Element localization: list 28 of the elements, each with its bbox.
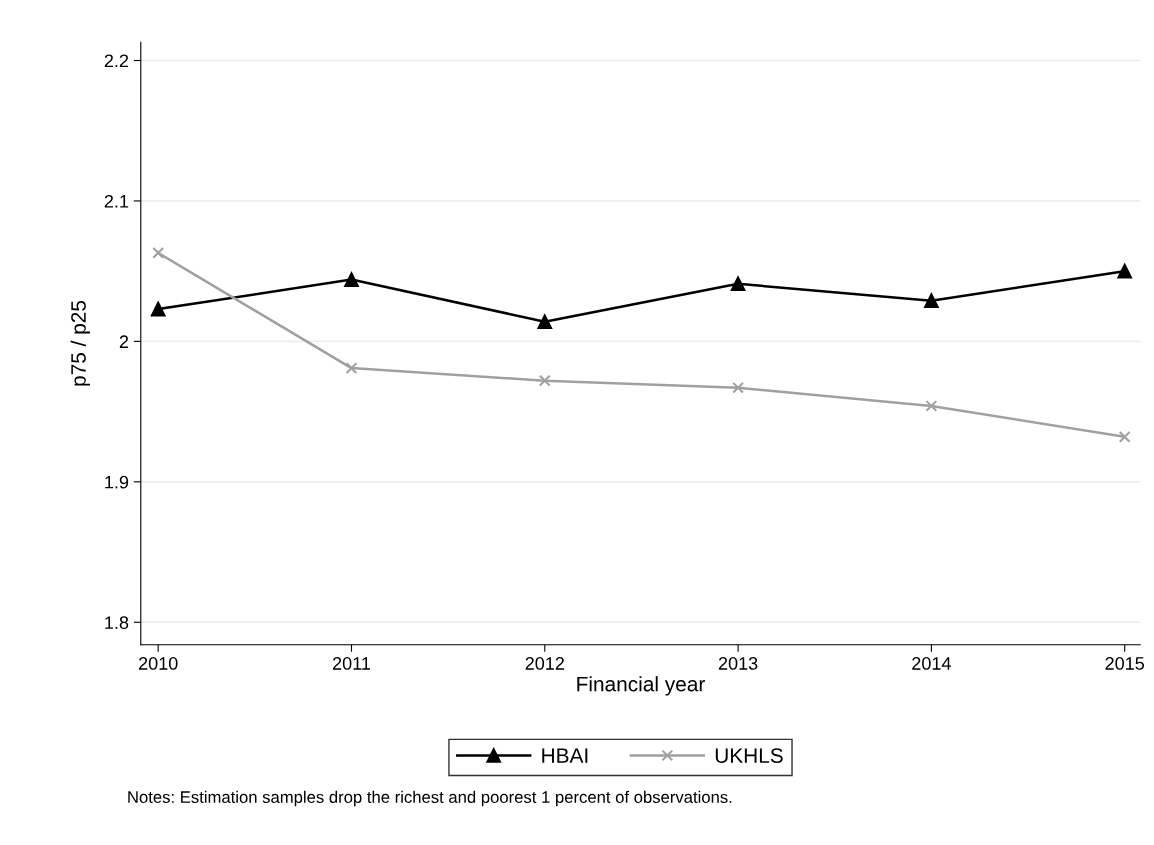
- point: [537, 314, 553, 330]
- x-tick-label: 2014: [912, 657, 951, 670]
- y-tick-label: 2: [119, 335, 129, 348]
- point: [925, 400, 938, 412]
- point: [150, 301, 166, 317]
- point: [732, 381, 744, 394]
- x-tick-label: 2013: [718, 657, 758, 670]
- y-axis-title: p75 / p25: [70, 300, 90, 386]
- x-tick-label: 2010: [139, 657, 178, 670]
- legend-label: HBAI: [542, 748, 588, 763]
- x-tick-label: 2015: [1105, 657, 1145, 670]
- y-tick-label: 2.2: [104, 54, 129, 68]
- point: [1117, 263, 1132, 279]
- point: [1118, 430, 1131, 443]
- point: [538, 374, 551, 387]
- point: [924, 293, 939, 308]
- y-tick-label: 2.1: [104, 194, 129, 208]
- x-tick-label: 2012: [525, 657, 564, 670]
- y-tick-label: 1.8: [105, 616, 129, 629]
- point: [345, 362, 358, 374]
- text: Notes: Estimation samples drop the richest and poorest 1 percent of observations.: [128, 790, 732, 807]
- point: [152, 247, 165, 259]
- x-tick-label: 2011: [332, 657, 371, 670]
- y-tick-label: 1.9: [105, 475, 129, 489]
- legend-label: UKHLS: [715, 748, 783, 763]
- x-axis-title: Financial year: [577, 676, 705, 696]
- point: [344, 272, 359, 287]
- point: [730, 276, 746, 292]
